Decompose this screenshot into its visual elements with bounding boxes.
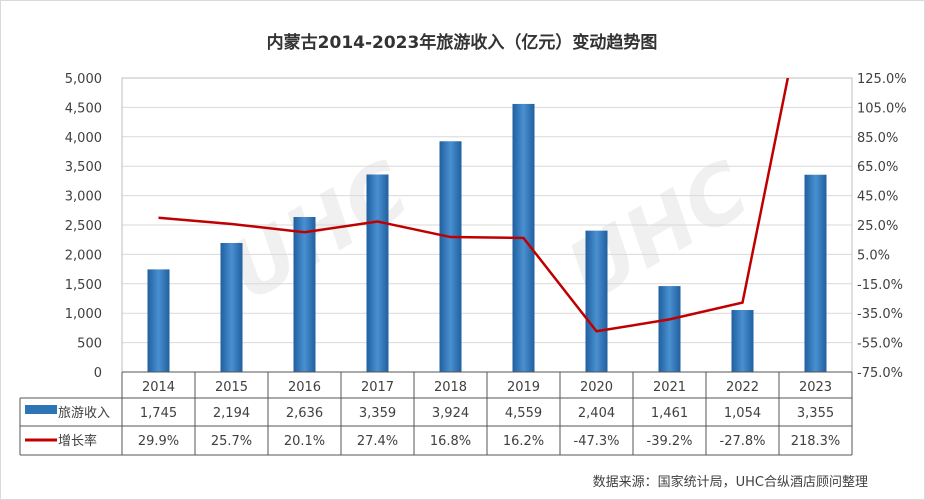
right-tick-label: 105.0% bbox=[857, 101, 907, 116]
source-note: 数据来源：国家统计局，UHC合纵酒店顾问整理 bbox=[593, 474, 868, 490]
bar-value-label: 1,745 bbox=[140, 406, 177, 421]
category-label: 2022 bbox=[726, 380, 759, 395]
bar-value-label: 2,404 bbox=[578, 406, 615, 421]
left-tick-label: 2,500 bbox=[65, 219, 102, 234]
bar bbox=[731, 310, 754, 372]
bar bbox=[804, 174, 827, 372]
legend-bar-label: 旅游收入 bbox=[58, 406, 110, 421]
left-tick-label: 500 bbox=[77, 337, 102, 352]
bar bbox=[585, 230, 608, 372]
svg-text:UHC: UHC bbox=[552, 143, 764, 319]
category-label: 2018 bbox=[434, 380, 467, 395]
bar-value-label: 3,355 bbox=[797, 406, 834, 421]
bar bbox=[147, 269, 170, 372]
line-value-label: 27.4% bbox=[357, 434, 398, 449]
legend-line-label: 增长率 bbox=[58, 433, 97, 449]
line-value-label: 218.3% bbox=[791, 434, 841, 449]
bar bbox=[658, 286, 681, 372]
line-value-label: 29.9% bbox=[138, 434, 179, 449]
left-tick-label: 3,000 bbox=[65, 190, 102, 205]
left-tick-label: 4,000 bbox=[65, 131, 102, 146]
left-tick-label: 1,000 bbox=[65, 307, 102, 322]
line-value-label: -27.8% bbox=[720, 434, 766, 449]
bar-value-label: 1,054 bbox=[724, 406, 761, 421]
category-label: 2015 bbox=[215, 380, 248, 395]
bar-value-label: 2,194 bbox=[213, 406, 250, 421]
bar-value-label: 1,461 bbox=[651, 406, 688, 421]
bar bbox=[439, 141, 462, 372]
right-tick-label: 5.0% bbox=[857, 248, 890, 263]
line-value-label: 20.1% bbox=[284, 434, 325, 449]
category-label: 2019 bbox=[507, 380, 540, 395]
category-label: 2021 bbox=[653, 380, 686, 395]
right-tick-label: -15.0% bbox=[857, 278, 903, 293]
category-label: 2016 bbox=[288, 380, 321, 395]
category-label: 2023 bbox=[799, 380, 832, 395]
bar-value-label: 2,636 bbox=[286, 406, 323, 421]
right-tick-label: 45.0% bbox=[857, 190, 898, 205]
bar bbox=[293, 217, 316, 372]
line-value-label: 25.7% bbox=[211, 434, 252, 449]
left-tick-label: 0 bbox=[94, 366, 102, 381]
line-value-label: 16.2% bbox=[503, 434, 544, 449]
line-value-label: -39.2% bbox=[647, 434, 693, 449]
legend-bar-icon bbox=[25, 405, 57, 414]
chart-title: 内蒙古2014-2023年旅游收入（亿元）变动趋势图 bbox=[267, 32, 658, 53]
category-label: 2017 bbox=[361, 380, 394, 395]
left-tick-label: 4,500 bbox=[65, 101, 102, 116]
bar-value-label: 4,559 bbox=[505, 406, 542, 421]
category-label: 2020 bbox=[580, 380, 613, 395]
left-tick-label: 1,500 bbox=[65, 278, 102, 293]
right-tick-label: -75.0% bbox=[857, 366, 903, 381]
right-tick-label: -55.0% bbox=[857, 337, 903, 352]
line-value-label: -47.3% bbox=[574, 434, 620, 449]
category-label: 2014 bbox=[142, 380, 175, 395]
right-tick-label: 85.0% bbox=[857, 131, 898, 146]
left-tick-label: 2,000 bbox=[65, 248, 102, 263]
left-tick-label: 3,500 bbox=[65, 160, 102, 175]
line-value-label: 16.8% bbox=[430, 434, 471, 449]
left-tick-label: 5,000 bbox=[65, 72, 102, 87]
bar bbox=[366, 174, 389, 372]
bar-value-label: 3,924 bbox=[432, 406, 469, 421]
right-tick-label: 125.0% bbox=[857, 72, 907, 87]
growth-line bbox=[158, 78, 790, 333]
right-tick-label: 25.0% bbox=[857, 219, 898, 234]
bar-value-label: 3,359 bbox=[359, 406, 396, 421]
right-tick-label: 65.0% bbox=[857, 160, 898, 175]
right-tick-label: -35.0% bbox=[857, 307, 903, 322]
bar bbox=[220, 242, 243, 372]
